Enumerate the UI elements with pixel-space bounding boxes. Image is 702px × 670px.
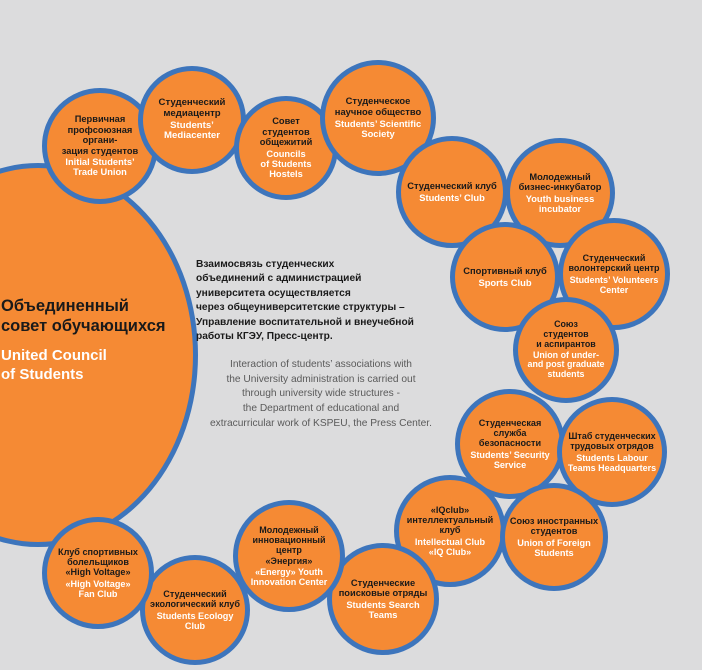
node-label-ru: Молодежный бизнес-инкубатор [518, 171, 602, 193]
node-high-voltage-fan-club[interactable]: Клуб спортивных болельщиков «High Voltag… [42, 517, 154, 629]
node-union-of-under-and-post-graduate-students[interactable]: Союз студентов и аспирантов Union of unde… [513, 297, 619, 403]
node-students-volunteers-center[interactable]: Студенческий волонтерский центр Students’… [558, 218, 670, 330]
node-label-ru: Первичная профсоюзная органи- зация студ… [61, 114, 139, 156]
node-label-ru: Союз студентов и аспирантов [536, 318, 596, 349]
node-label-en: Students’ Scientific Society [334, 117, 422, 140]
main-node-label-en: United Council of Students [1, 347, 107, 383]
node-label-en: Initial Students’ Trade Union [65, 156, 135, 178]
node-label-ru: Студенческие поисковые отряды [338, 577, 428, 599]
node-label-en: «Energy» Youth Innovation Center [250, 566, 328, 587]
node-label-ru: Студенческий медиацентр [158, 97, 226, 119]
node-label-ru: Студенческая служба безопасности [478, 418, 542, 449]
main-node-united-council-of-students[interactable]: Объединенный совет обучающихся United Co… [0, 163, 198, 547]
node-union-of-foreign-students[interactable]: Союз иностранных студентов Union of Forei… [500, 483, 608, 591]
node-label-ru: Студенческий волонтерский центр [568, 253, 660, 274]
node-label-en: Students’ Volunteers Center [569, 274, 659, 295]
node-label-ru: Союз иностранных студентов [509, 515, 599, 537]
main-node-labels: Объединенный совет обучающихся United Co… [1, 296, 191, 385]
node-label-en: Students Labour Teams Headquarters [567, 452, 657, 473]
node-students-scientific-society[interactable]: Студенческое научное общество Students’ S… [320, 60, 436, 176]
node-students-ecology-club[interactable]: Студенческий экологический клуб Students … [140, 555, 250, 665]
description-en: Interaction of students’ associations wi… [210, 358, 432, 430]
node-label-ru: Студенческое научное общество [334, 95, 422, 117]
node-label-en: Sports Club [478, 276, 532, 288]
main-node-label-ru: Объединенный совет обучающихся [1, 297, 166, 336]
description-ru: Взаимосвязь студенческих объединений с а… [196, 259, 414, 343]
node-students-mediacenter[interactable]: Студенческий медиацентр Students’ Mediace… [138, 66, 246, 174]
node-energy-youth-innovation-center[interactable]: Молодежный инновационный центр «Энергия»… [233, 500, 345, 612]
description-block: Взаимосвязь студенческих объединений с а… [196, 258, 446, 432]
node-label-en: Union of under- and post graduate studen… [527, 349, 605, 380]
node-sports-club[interactable]: Спортивный клуб Sports Club [450, 222, 560, 332]
node-label-en: Students’ Security Service [470, 449, 550, 470]
node-label-ru: Совет студентов общежитий [259, 116, 313, 148]
node-label-ru: Спортивный клуб [463, 264, 547, 276]
node-label-ru: Молодежный инновационный центр «Энергия» [252, 525, 326, 566]
node-label-en: Students Ecology Club [156, 610, 234, 631]
node-label-en: Union of Foreign Students [517, 537, 591, 558]
node-label-ru: Клуб спортивных болельщиков «High Voltag… [58, 547, 138, 578]
node-label-en: Councils of Students Hostels [260, 148, 312, 180]
node-label-en: «High Voltage» Fan Club [65, 578, 131, 599]
node-label-en: Students’ Club [419, 191, 485, 203]
node-students-search-teams[interactable]: Студенческие поисковые отряды Students Se… [327, 543, 439, 655]
node-label-ru: Студенческий экологический клуб [150, 589, 240, 610]
node-label-en: Students’ Mediacenter [164, 119, 220, 142]
node-label-en: Youth business incubator [525, 193, 595, 214]
node-label-ru: Штаб студенческих трудовых отрядов [568, 431, 656, 452]
node-label-en: Intellectual Club «IQ Club» [414, 536, 486, 557]
node-label-ru: «IQclub» интеллектуальный клуб [406, 505, 494, 536]
node-label-en: Students Search Teams [346, 599, 420, 620]
node-label-ru: Студенческий клуб [407, 179, 497, 191]
